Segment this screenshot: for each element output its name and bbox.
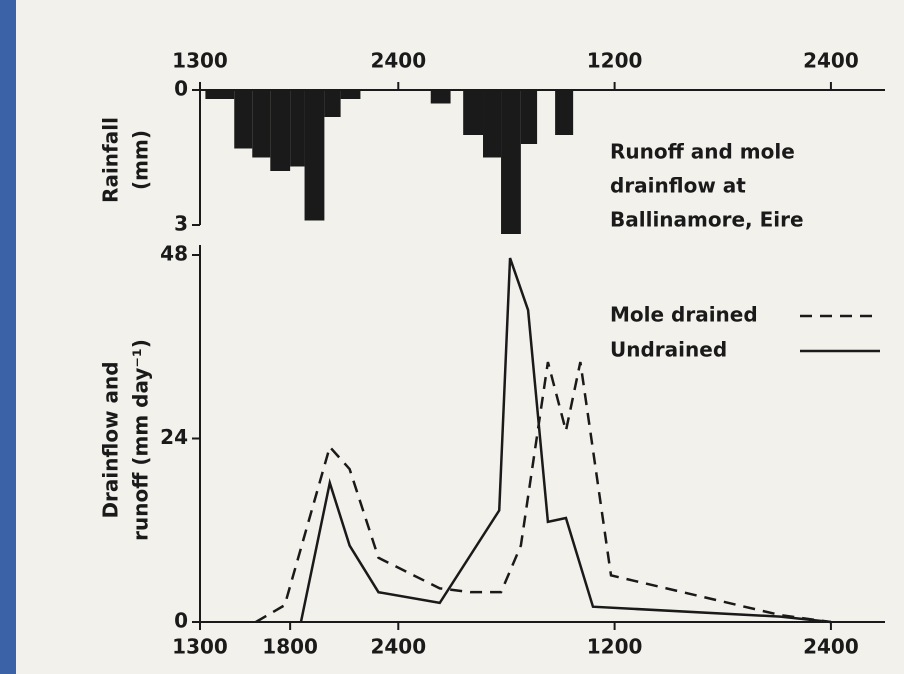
- paper: [16, 0, 904, 674]
- bar: [555, 90, 574, 135]
- legend-label: Mole drained: [610, 303, 758, 327]
- x-tick-label: 1200: [587, 635, 643, 659]
- bar: [252, 90, 271, 158]
- x-tick-label: 1300: [172, 49, 228, 73]
- legend-label: Undrained: [610, 338, 727, 362]
- x-tick-label: 1200: [587, 49, 643, 73]
- annotation: Runoff and mole: [610, 140, 795, 164]
- bar: [520, 90, 538, 144]
- bar: [290, 90, 305, 167]
- y-axis-label: Drainflow and: [99, 361, 123, 518]
- x-tick-label: 1300: [172, 635, 228, 659]
- annotation: drainflow at: [610, 174, 746, 198]
- bar: [234, 90, 253, 149]
- series-line: [255, 361, 832, 624]
- x-tick-label: 2400: [370, 49, 426, 73]
- bar: [304, 90, 325, 221]
- annotation: Ballinamore, Eire: [610, 208, 804, 232]
- bar: [340, 90, 361, 99]
- bar: [463, 90, 484, 135]
- y-axis-label: runoff (mm day⁻¹): [129, 339, 153, 541]
- x-tick-label: 2400: [370, 635, 426, 659]
- y-tick-label: 24: [160, 425, 188, 449]
- y-axis-label: (mm): [129, 130, 153, 190]
- series-line: [299, 257, 832, 624]
- bar: [205, 90, 235, 99]
- bar: [501, 90, 521, 234]
- x-tick-label: 2400: [803, 635, 859, 659]
- y-tick-label: 0: [174, 77, 188, 101]
- bar: [483, 90, 502, 158]
- bar: [430, 90, 451, 104]
- y-tick-label: 0: [174, 609, 188, 633]
- y-tick-label: 48: [160, 242, 188, 266]
- y-tick-label: 3: [174, 212, 188, 236]
- bar: [324, 90, 341, 117]
- x-tick-label: 1800: [262, 635, 318, 659]
- x-tick-label: 2400: [803, 49, 859, 73]
- y-axis-label: Rainfall: [99, 117, 123, 203]
- bar: [270, 90, 291, 171]
